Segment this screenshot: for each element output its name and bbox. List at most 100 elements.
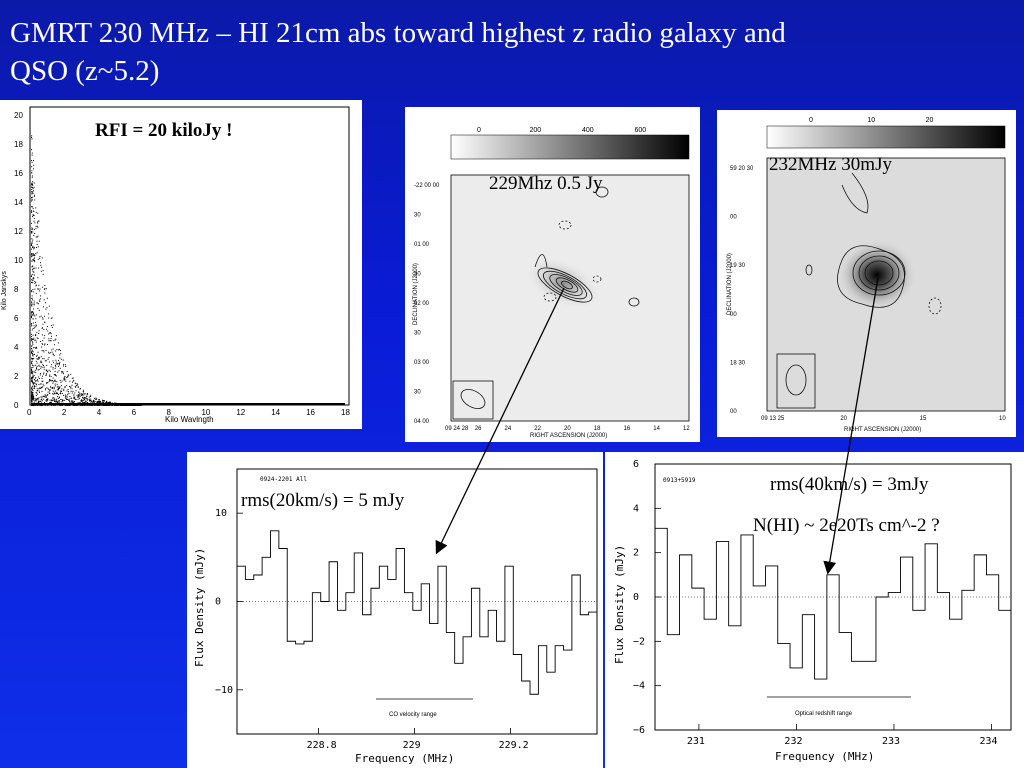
map-232-x-tick: 09 13 25 [761, 416, 785, 422]
map-232-panel: 0 10 20 DECLINATION (J2000) RIGHT ASCENSIO… [717, 110, 1016, 437]
rfi-y-tick: 16 [14, 169, 23, 178]
spectrum-left-line [237, 530, 597, 695]
map-232-y-tick: 00 [730, 312, 737, 318]
map-229-x-tick: 14 [653, 426, 660, 432]
map-229-colorbar-tick: 400 [582, 127, 594, 134]
rfi-x-tick: 2 [62, 408, 67, 417]
spectrum-left-panel: 0924-2201 All Flux Density (mJy) Frequen… [187, 452, 603, 768]
spectrum-right-x-tick: 232 [784, 736, 802, 747]
map-232-y-tick: 00 [730, 409, 737, 415]
map-229-y-tick: 30 [414, 213, 421, 219]
spectrum-right-y-tick: 6 [633, 459, 639, 470]
map-232-x-tick: 20 [840, 416, 847, 422]
rfi-y-tick: 6 [14, 314, 19, 323]
map-232-annotation: 232MHz 30mJy [769, 154, 892, 175]
rfi-x-tick: 14 [271, 408, 280, 417]
slide-title: GMRT 230 MHz – HI 21cm abs toward highes… [10, 14, 1000, 90]
title-line-2: QSO (z~5.2) [10, 55, 160, 87]
map-229-x-tick: 24 [505, 426, 512, 432]
rfi-y-tick: 18 [14, 140, 23, 149]
spectrum-right-x-tick: 234 [979, 736, 997, 747]
map-229-colorbar-tick: 600 [635, 127, 647, 134]
spectrum-right-ylabel: Flux Density (mJy) [613, 545, 626, 664]
map-229-x-tick: 26 [475, 426, 482, 432]
map-232-colorbar-tick: 10 [867, 117, 875, 124]
map-232: 0 10 20 DECLINATION (J2000) RIGHT ASCENSIO… [727, 117, 1006, 433]
rfi-xlabel: Kilo Wavlngth [165, 415, 214, 424]
map-229-y-tick: -22 00 00 [414, 183, 440, 189]
spectrum-right-annotation-1: rms(40km/s) = 3mJy [770, 474, 929, 495]
rfi-plot: Kilo Janskys Kilo Wavlngth 0 2 4 6 8 10 12 14 16… [1, 106, 350, 424]
spectrum-right-y-tick: 2 [633, 548, 639, 559]
rfi-x-tick: 10 [201, 408, 210, 417]
colorbar-229 [450, 134, 690, 160]
rfi-annotation: RFI = 20 kiloJy ! [95, 120, 233, 141]
spectrum-right-panel: 0913+5919 Flux Density (mJy) Frequency (… [605, 452, 1024, 768]
spectrum-left-xlabel: Frequency (MHz) [355, 752, 454, 765]
map-229-y-tick: 02 00 [414, 301, 430, 307]
rfi-x-tick: 6 [132, 408, 137, 417]
rfi-plot-frame [29, 106, 350, 406]
map-232-x-tick: 15 [920, 416, 927, 422]
spectrum-left-y-tick: 10 [215, 508, 227, 519]
colorbar-232 [766, 125, 1006, 149]
rfi-x-tick: 8 [167, 408, 172, 417]
spectrum-left: 0924-2201 All Flux Density (mJy) Frequen… [193, 468, 598, 765]
map-232-xlabel: RIGHT ASCENSION (J2000) [844, 427, 921, 433]
rfi-y-tick: 4 [14, 343, 19, 352]
rfi-y-tick: 12 [14, 227, 23, 236]
map-229-xlabel: RIGHT ASCENSION (J2000) [530, 433, 607, 439]
spectrum-left-ylabel: Flux Density (mJy) [193, 548, 206, 667]
optical-range-label: Optical redshift range [795, 711, 853, 717]
spectrum-left-annotation: rms(20km/s) = 5 mJy [241, 490, 405, 511]
rfi-y-tick: 8 [14, 285, 19, 294]
spectrum-left-x-tick: 228.8 [307, 740, 337, 751]
spectrum-right-x-tick: 231 [687, 736, 705, 747]
rfi-y-tick: 2 [14, 372, 19, 381]
spectrum-right-source: 0913+5919 [663, 477, 696, 484]
map-229-colorbar-tick: 200 [530, 127, 542, 134]
map-229-y-tick: 30 [414, 272, 421, 278]
spectrum-right-xlabel: Frequency (MHz) [775, 750, 874, 763]
map-229-y-tick: 03 00 [414, 360, 430, 366]
map-232-y-tick: 59 20 30 [730, 166, 754, 172]
rfi-x-tick: 4 [97, 408, 102, 417]
rfi-x-tick: 16 [306, 408, 315, 417]
spectrum-right-x-tick: 233 [882, 736, 900, 747]
spectrum-right: 0913+5919 Flux Density (mJy) Frequency (… [613, 459, 1012, 763]
rfi-x-tick: 0 [27, 408, 32, 417]
rfi-y-tick: 14 [14, 198, 23, 207]
spectrum-right-y-tick: 0 [633, 592, 639, 603]
map-232-colorbar-tick: 0 [809, 117, 813, 124]
map-232-colorbar-tick: 20 [926, 117, 934, 124]
rfi-y-tick: 10 [14, 256, 23, 265]
map-229: 0 200 400 600 DECLINATION (J2000) RIGHT ASC… [413, 127, 690, 439]
rfi-y-tick: 20 [14, 111, 23, 120]
map-232-y-tick: 19 30 [730, 263, 746, 269]
map-229-y-tick: 30 [414, 390, 421, 396]
map-229-y-tick: 04 00 [414, 419, 430, 425]
map-232-ylabel: DECLINATION (J2000) [727, 253, 733, 315]
map-229-y-tick: 30 [414, 331, 421, 337]
spectrum-right-y-tick: −4 [633, 681, 645, 692]
map-232-y-tick: 00 [730, 215, 737, 221]
spectrum-left-y-tick: −10 [215, 685, 233, 696]
map-229-colorbar-tick: 0 [477, 127, 481, 134]
map-229-x-tick: 09 24 28 [445, 426, 469, 432]
spectrum-left-x-tick: 229 [403, 740, 421, 751]
spectrum-right-y-tick: −6 [633, 725, 645, 736]
spectrum-left-x-tick: 229.2 [499, 740, 529, 751]
map-229-panel: 0 200 400 600 DECLINATION (J2000) RIGHT ASC… [405, 107, 700, 442]
map-229-x-tick: 16 [624, 426, 631, 432]
map-229-x-tick: 18 [594, 426, 601, 432]
map-232-y-tick: 18 30 [730, 360, 746, 366]
map-229-y-tick: 01 00 [414, 242, 430, 248]
spectrum-left-source: 0924-2201 All [260, 476, 307, 483]
map-229-ylabel: DECLINATION (J2000) [413, 263, 419, 325]
rfi-ylabel: Kilo Janskys [1, 271, 8, 310]
spectrum-right-y-tick: 4 [633, 503, 639, 514]
rfi-x-tick: 12 [236, 408, 245, 417]
spectrum-right-line [655, 527, 1011, 680]
map-229-annotation: 229Mhz 0.5 Jy [489, 173, 603, 194]
map-232-x-tick: 10 [999, 416, 1006, 422]
